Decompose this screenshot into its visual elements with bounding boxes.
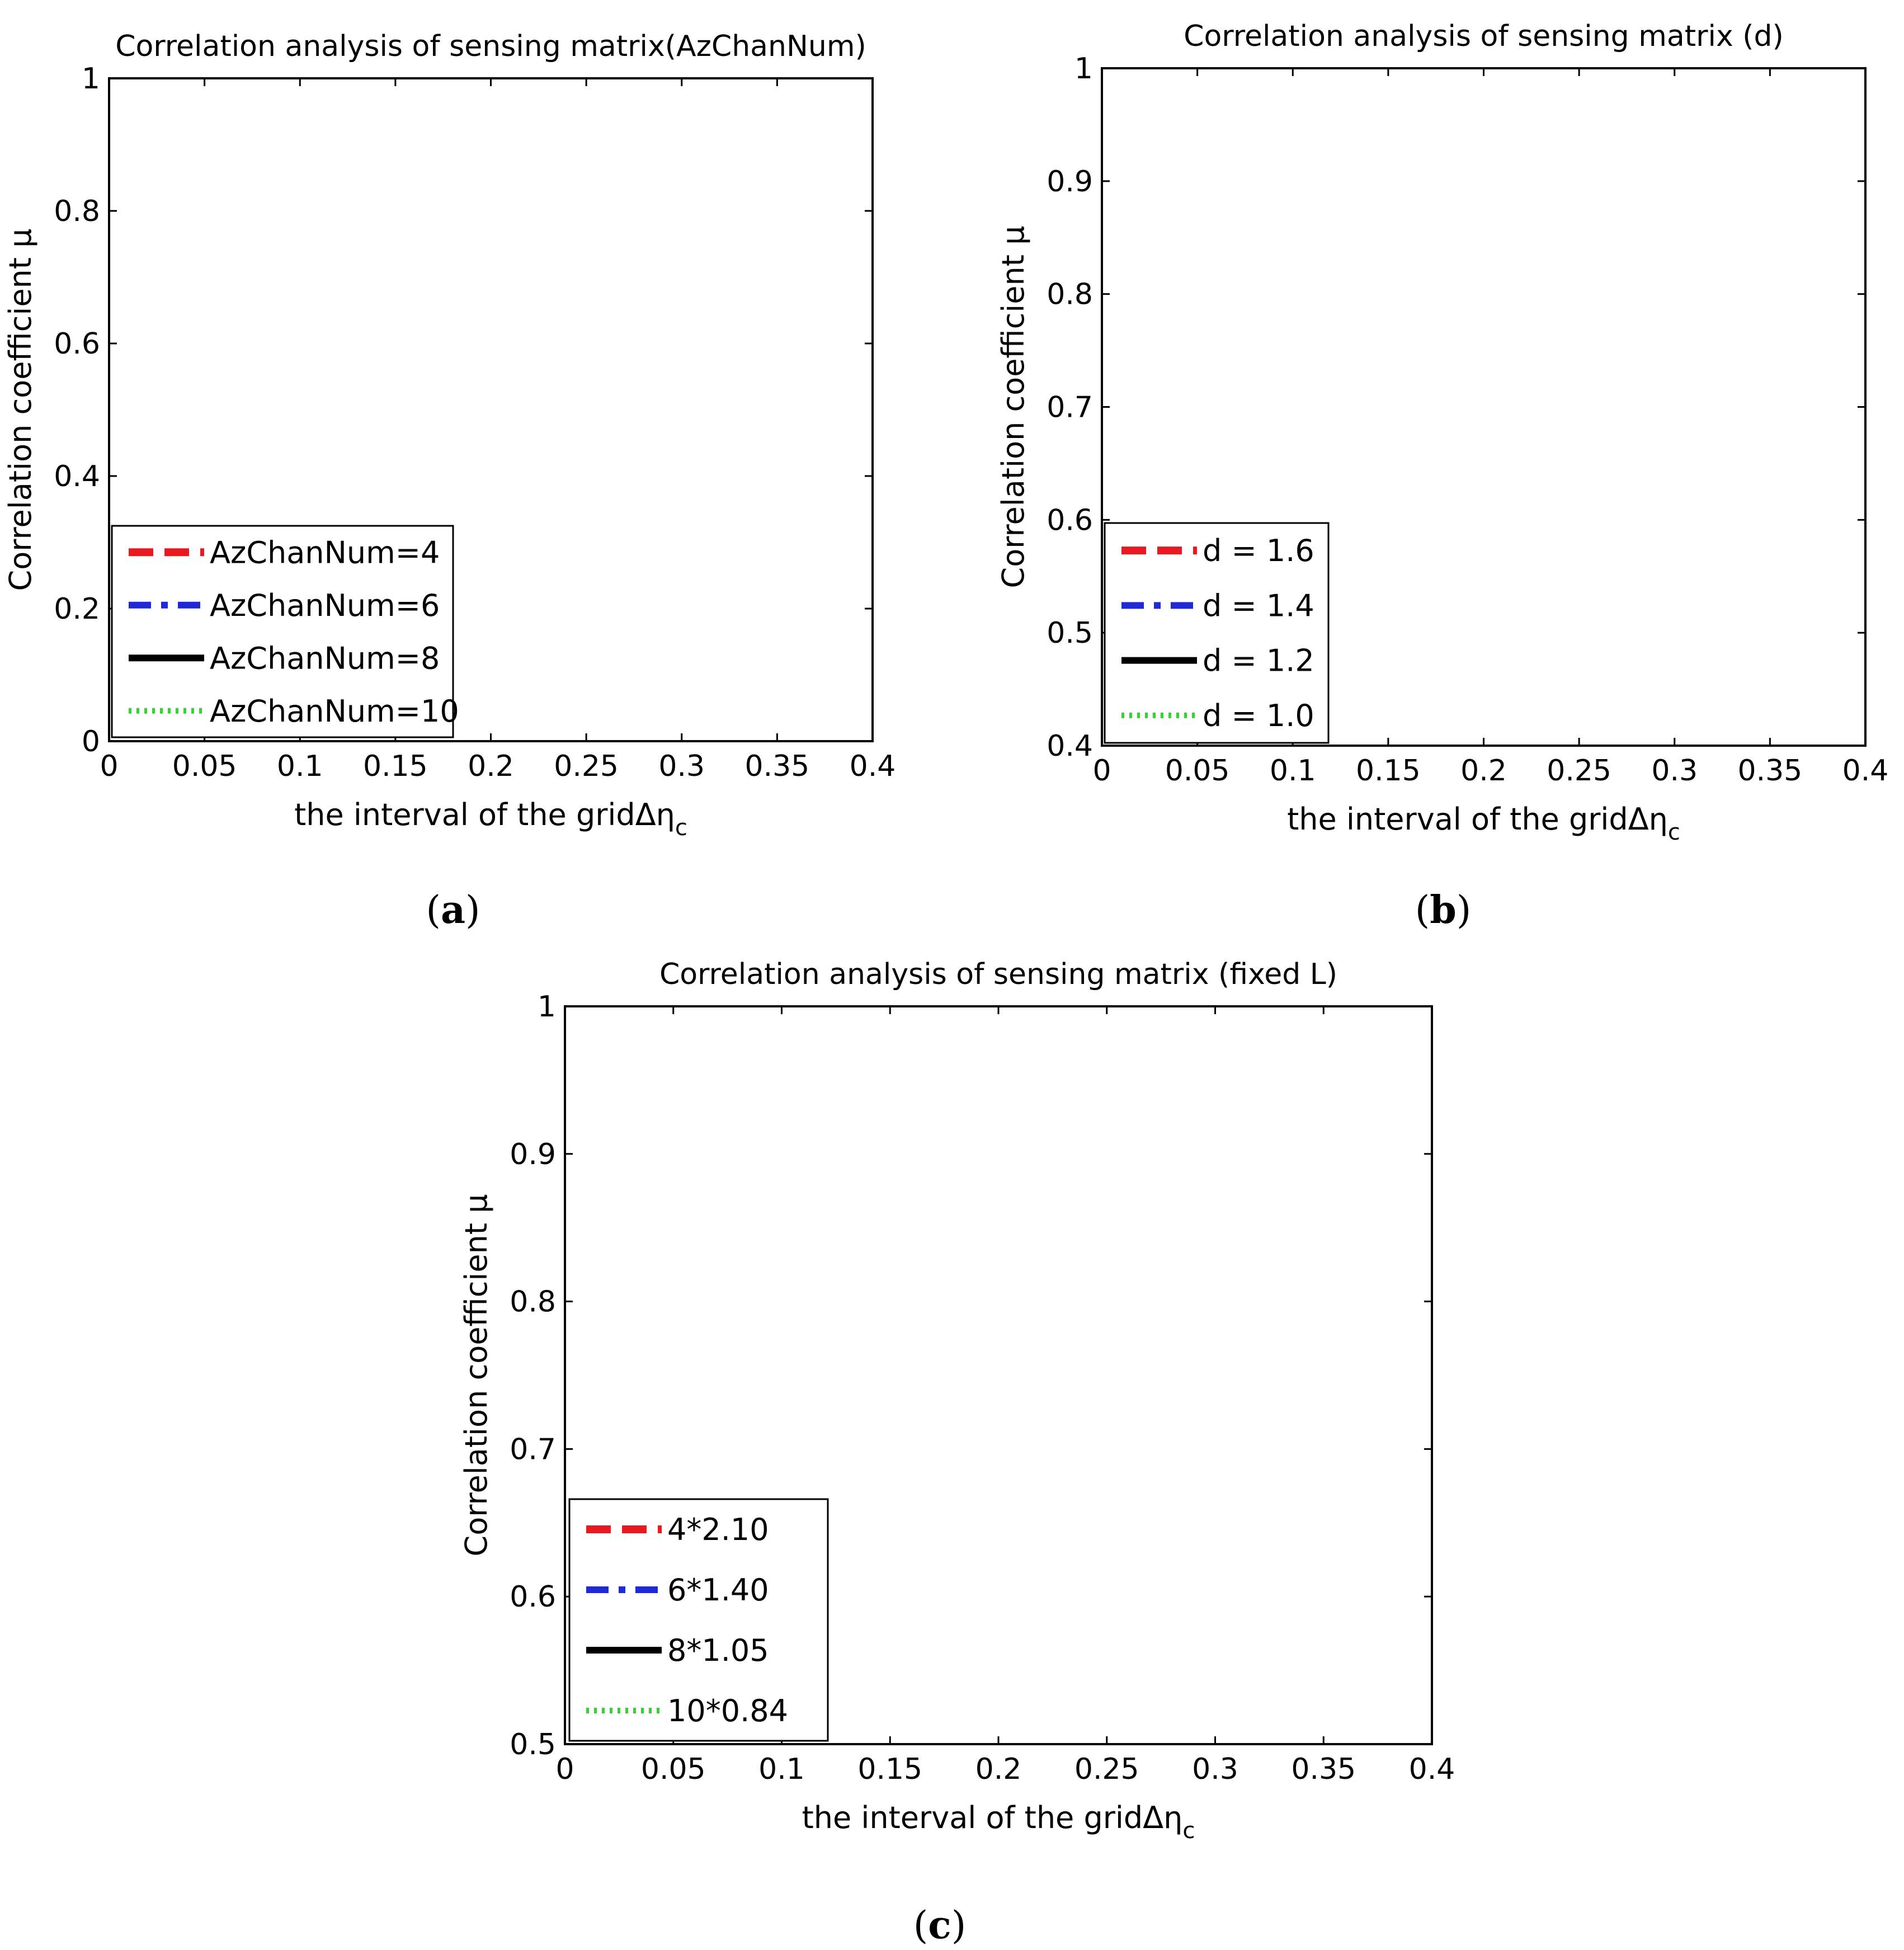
y-tick-label: 1 <box>82 62 100 96</box>
y-tick-label: 0.4 <box>54 460 100 493</box>
x-tick-label: 0.15 <box>1356 754 1421 788</box>
legend-label-1: d = 1.6 <box>1203 533 1314 568</box>
legend-label-2: d = 1.4 <box>1203 588 1314 623</box>
x-tick-label: 0 <box>555 1753 574 1786</box>
panel-b-correlation-d: 0 0.05 0.1 0.15 0.2 0.25 0.3 0.35 0.4 0.4 0.5 0.6 0.… <box>996 20 1888 932</box>
y-tick-label: 0.9 <box>510 1138 556 1171</box>
y-tick-label: 0.5 <box>510 1728 556 1761</box>
y-tick-label: 0.6 <box>510 1580 556 1614</box>
y-axis-label: Correlation coefficient μ <box>996 226 1031 588</box>
x-tick-label: 0 <box>100 750 118 783</box>
x-axis-label: the interval of the gridΔηc <box>294 797 687 841</box>
legend-label-4: 10*0.84 <box>667 1693 788 1728</box>
x-tick-label: 0.1 <box>277 750 323 783</box>
legend: d = 1.6 d = 1.4 d = 1.2 d = 1.0 <box>1104 522 1330 744</box>
x-tick-label: 0.2 <box>1460 754 1507 788</box>
x-tick-label: 0.05 <box>641 1753 706 1786</box>
x-axis-label: the interval of the gridΔηc <box>802 1800 1195 1844</box>
chart-title: Correlation analysis of sensing matrix(A… <box>115 30 866 63</box>
chart-title: Correlation analysis of sensing matrix (… <box>1184 20 1784 53</box>
legend-label-3: 8*1.05 <box>667 1633 769 1668</box>
x-tick-label: 0.1 <box>758 1753 805 1786</box>
x-tick-label: 0.4 <box>850 750 896 783</box>
y-axis-label: Correlation coefficient μ <box>459 1194 494 1557</box>
y-tick-label: 0.8 <box>510 1285 556 1319</box>
x-tick-label: 0.25 <box>1074 1753 1139 1786</box>
x-tick-label: 0.05 <box>172 750 237 783</box>
y-axis-label: Correlation coefficient μ <box>3 229 38 591</box>
x-tick-label: 0.4 <box>1409 1753 1455 1786</box>
y-tick-label: 0.5 <box>1047 616 1093 650</box>
x-tick-label: 0.25 <box>1547 754 1611 788</box>
legend-label-1: 4*2.10 <box>667 1512 769 1547</box>
x-tick-label: 0.3 <box>658 750 705 783</box>
subfigure-label: (b) <box>1415 888 1472 932</box>
y-tick-label: 1 <box>1074 52 1093 86</box>
y-tick-label: 0.8 <box>1047 278 1093 312</box>
legend-label-4: AzChanNum=10 <box>210 694 459 729</box>
panel-a-correlation-azchannum: 0 0.05 0.1 0.15 0.2 0.25 0.3 0.35 0.4 0 0.2 0.4 0.6 0… <box>3 30 896 932</box>
legend-label-3: AzChanNum=8 <box>210 640 440 676</box>
y-tick-label: 0.6 <box>54 327 100 361</box>
x-tick-label: 0.1 <box>1270 754 1316 788</box>
subfigure-label: (c) <box>913 1903 966 1948</box>
x-tick-label: 0.15 <box>363 750 428 783</box>
legend-label-2: 6*1.40 <box>667 1572 769 1608</box>
x-tick-label: 0.35 <box>744 750 809 783</box>
y-tick-label: 0.6 <box>1047 503 1093 537</box>
y-tick-label: 1 <box>538 990 556 1024</box>
legend-box <box>1104 522 1330 744</box>
legend-label-2: AzChanNum=6 <box>210 588 440 623</box>
legend: 4*2.10 6*1.40 8*1.05 10*0.84 <box>568 1498 829 1742</box>
y-tick-label: 0.7 <box>1047 391 1093 425</box>
x-tick-label: 0.3 <box>1651 754 1698 788</box>
legend-box <box>111 525 454 738</box>
x-tick-label: 0.35 <box>1291 1753 1356 1786</box>
x-tick-label: 0.3 <box>1192 1753 1238 1786</box>
x-tick-label: 0.05 <box>1165 754 1230 788</box>
x-tick-label: 0.2 <box>975 1753 1022 1786</box>
legend-box <box>568 1498 829 1742</box>
legend-label-1: AzChanNum=4 <box>210 535 440 570</box>
legend-label-4: d = 1.0 <box>1203 698 1314 733</box>
x-tick-label: 0.25 <box>554 750 619 783</box>
legend: AzChanNum=4 AzChanNum=6 AzChanNum=8 AzChanN… <box>111 525 459 738</box>
x-axis-label: the interval of the gridΔηc <box>1287 802 1680 845</box>
y-tick-label: 0 <box>82 725 100 759</box>
y-tick-label: 0.8 <box>54 195 100 228</box>
y-tick-label: 0.4 <box>1047 729 1093 763</box>
y-tick-label: 0.9 <box>1047 165 1093 199</box>
x-tick-label: 0.35 <box>1737 754 1802 788</box>
y-tick-label: 0.2 <box>54 592 100 626</box>
x-tick-label: 0.2 <box>468 750 514 783</box>
panel-c-correlation-fixed-l: 0 0.05 0.1 0.15 0.2 0.25 0.3 0.35 0.4 0.5 0.6 0.7 0.… <box>459 958 1455 1948</box>
legend-label-3: d = 1.2 <box>1203 643 1314 679</box>
x-tick-label: 0.15 <box>857 1753 922 1786</box>
chart-title: Correlation analysis of sensing matrix (… <box>659 958 1337 991</box>
x-tick-label: 0 <box>1092 754 1111 788</box>
subfigure-label: (a) <box>426 888 480 932</box>
x-tick-label: 0.4 <box>1842 754 1889 788</box>
y-tick-label: 0.7 <box>510 1433 556 1466</box>
